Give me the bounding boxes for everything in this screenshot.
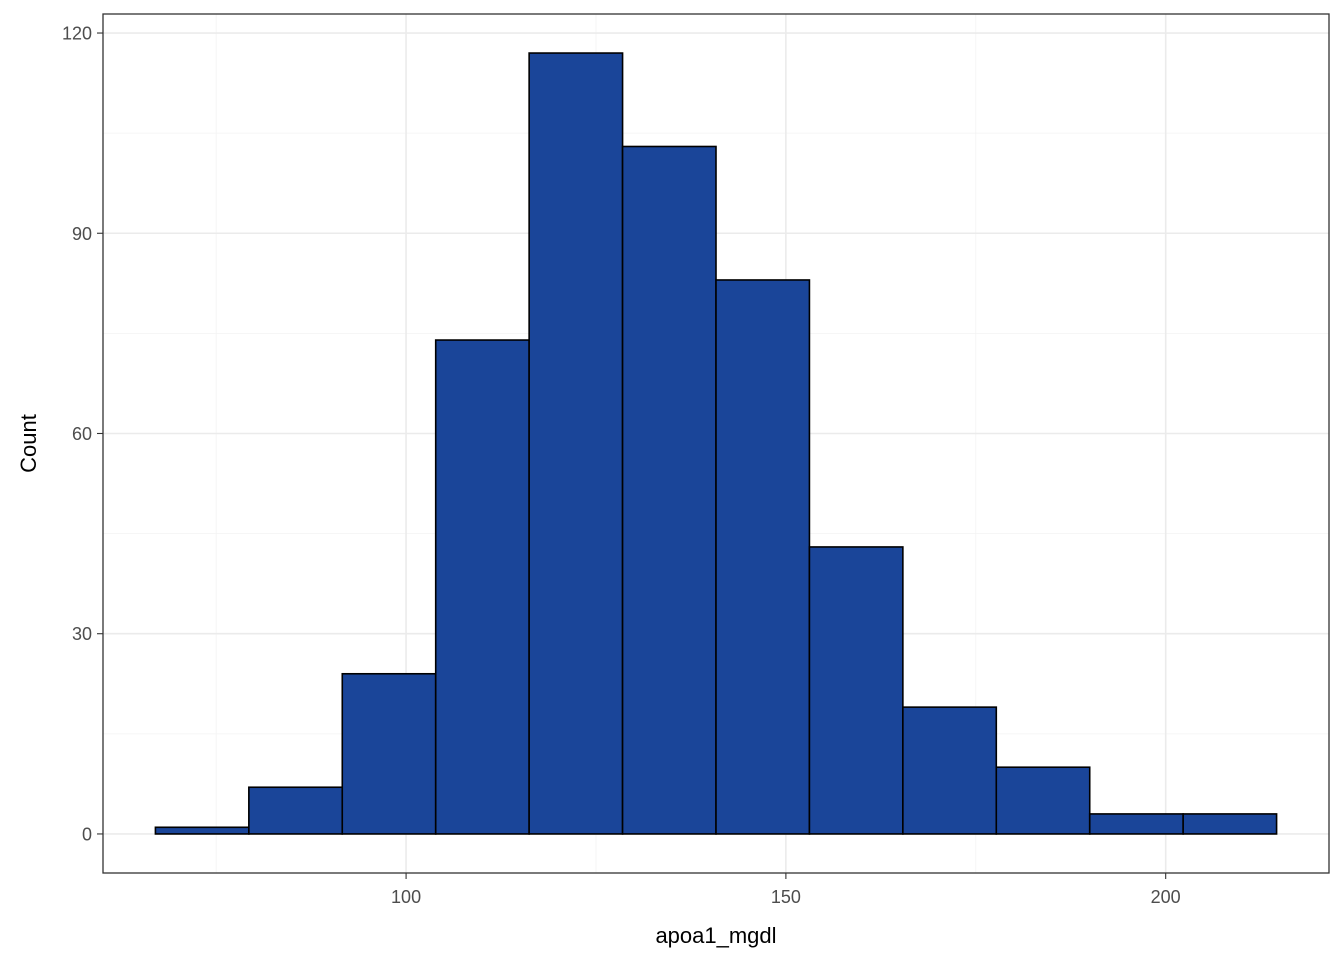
histogram-bar-10 [995, 766, 1091, 835]
bar-layer [154, 52, 1278, 835]
tick-layer: 0 30 60 90 120 100 150 200 [62, 24, 1181, 907]
y-axis-title: Count [16, 414, 41, 473]
histogram-bar-6 [621, 145, 717, 835]
histogram-bar-8 [808, 546, 904, 835]
y-tick-label: 60 [72, 424, 92, 444]
x-axis-title: apoa1_mgdl [655, 923, 776, 948]
histogram-bar-11 [1088, 813, 1184, 835]
y-tick-label: 30 [72, 624, 92, 644]
histogram-bar-4 [434, 339, 530, 835]
x-tick-label: 100 [391, 887, 421, 907]
histogram-bar-7 [715, 279, 811, 835]
histogram-bar-12 [1182, 813, 1278, 835]
panel-border [102, 13, 1330, 874]
y-tick-label: 90 [72, 224, 92, 244]
x-tick-label: 200 [1151, 887, 1181, 907]
y-tick-label: 120 [62, 24, 92, 44]
x-tick-label: 150 [771, 887, 801, 907]
histogram-bar-2 [248, 786, 344, 835]
histogram-bar-1 [154, 826, 250, 835]
histogram-bar-9 [902, 706, 998, 835]
histogram-bar-5 [528, 52, 624, 835]
y-tick-label: 0 [82, 824, 92, 844]
histogram-bar-3 [341, 672, 437, 835]
